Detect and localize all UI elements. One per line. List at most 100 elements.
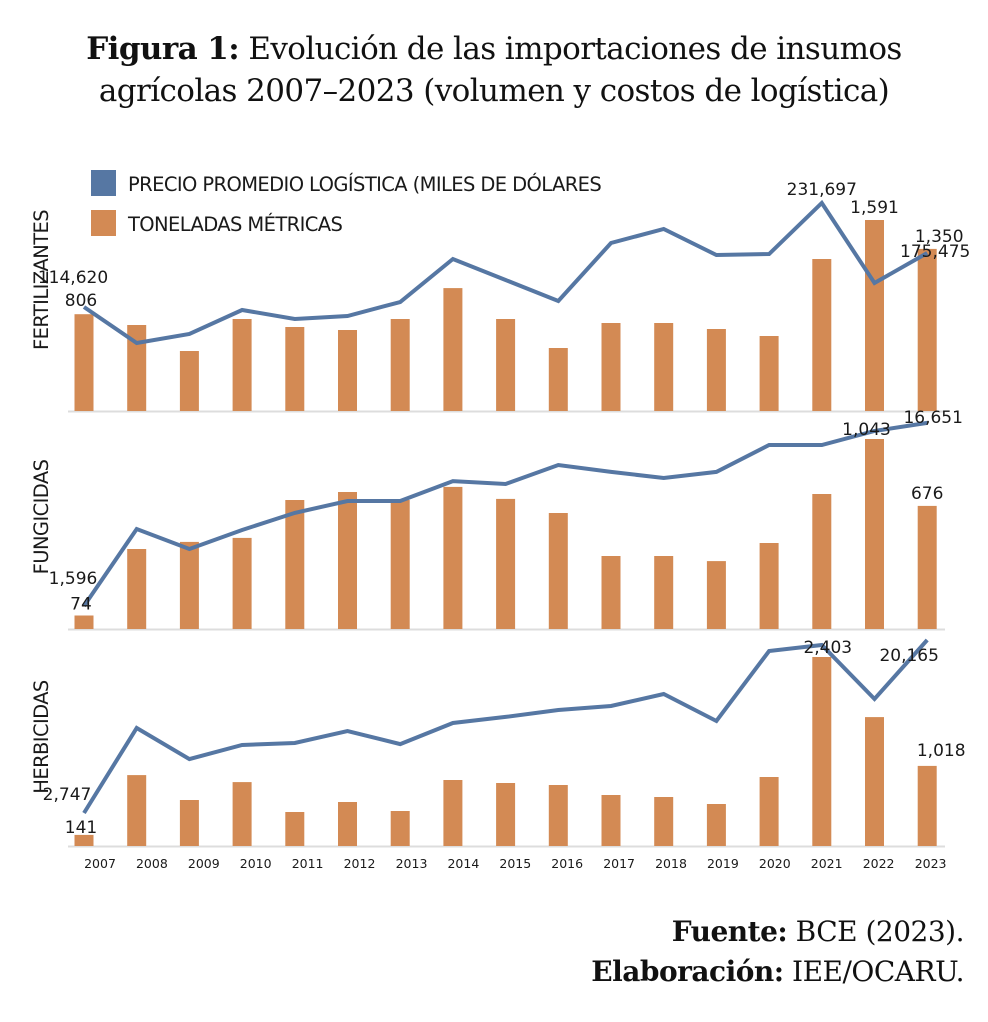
bar-label-2007: 74	[70, 595, 92, 615]
x-tick-2007: 2007	[84, 856, 116, 871]
bar-2015	[496, 783, 516, 846]
line-label-2007: 1,596	[49, 569, 98, 589]
bar-2016	[548, 513, 568, 629]
panel-fungicidas: FUNGICIDAS 74 1,043 676 1,596 16,651	[30, 408, 963, 631]
title-line-1: Figura 1: Evolución de las importaciones…	[0, 28, 988, 70]
bar-2010	[232, 319, 252, 411]
bar-2009	[179, 351, 199, 411]
bar-2014	[443, 780, 463, 846]
source-label: Fuente:	[671, 915, 788, 948]
x-tick-2018: 2018	[655, 856, 687, 871]
bar-2012	[338, 492, 357, 629]
panel-title: HERBICIDAS	[30, 680, 53, 794]
x-tick-2012: 2012	[344, 856, 376, 871]
x-tick-2010: 2010	[240, 856, 272, 871]
elaboration-line: Elaboración: IEE/OCARU.	[591, 952, 964, 992]
bar-2021	[812, 657, 832, 846]
bar-2019	[706, 329, 726, 411]
line-label-2023: 175,475	[900, 242, 970, 262]
bar-2020	[759, 543, 779, 629]
bar-2023	[917, 765, 937, 846]
panels: FERTILIZANTES 806 1,591 1,350 114,620 231,697…	[30, 180, 970, 848]
legend-swatch-bar	[91, 210, 116, 236]
elaboration-value: IEE/OCARU.	[783, 955, 965, 988]
bar-2018	[654, 797, 674, 846]
legend-label-line: PRECIO PROMEDIO LOGÍSTICA (MILES DE DÓLA…	[128, 172, 601, 196]
bar-2018	[654, 556, 674, 629]
bar-2018	[654, 323, 674, 411]
bar-2009	[179, 800, 199, 846]
bar-label-2022: 1,591	[850, 198, 899, 218]
panel-herbicidas: HERBICIDAS 141 2,403 1,018 2,747 20,165	[30, 638, 966, 848]
line-label-2007: 114,620	[38, 268, 108, 288]
source-line: Fuente: BCE (2023).	[591, 912, 965, 952]
bar-2007	[74, 314, 94, 411]
x-tick-2015: 2015	[499, 856, 531, 871]
x-tick-2020: 2020	[759, 856, 791, 871]
x-tick-2021: 2021	[811, 856, 843, 871]
bar-2007	[74, 615, 94, 629]
x-tick-2008: 2008	[136, 856, 168, 871]
title-prefix: Figura 1:	[86, 31, 240, 67]
bar-2011	[285, 812, 305, 846]
elaboration-label: Elaboración:	[591, 955, 784, 988]
source-value: BCE (2023).	[787, 915, 965, 948]
legend-label-bar: TONELADAS MÉTRICAS	[127, 213, 343, 236]
bar-label-2023: 1,350	[915, 227, 964, 247]
title-text-1: Evolución de las importaciones de insumo…	[239, 31, 902, 67]
x-axis-labels: 2007 2008 2009 2010 2011 2012 2013 2014 2015 2016…	[84, 856, 946, 871]
x-tick-2019: 2019	[707, 856, 739, 871]
title-line-2: agrícolas 2007–2023 (volumen y costos de…	[98, 73, 890, 109]
panel-fertilizantes: FERTILIZANTES 806 1,591 1,350 114,620 231,697…	[30, 180, 970, 413]
source-note: Fuente: BCE (2023). Elaboración: IEE/OCA…	[591, 912, 964, 992]
bar-2015	[496, 319, 516, 411]
x-tick-2016: 2016	[551, 856, 583, 871]
bar-label-2022: 1,043	[842, 420, 891, 440]
bar-2011	[285, 327, 305, 411]
line-label-2023: 20,165	[879, 646, 938, 666]
bar-2017	[601, 323, 621, 411]
bar-2013	[390, 500, 410, 629]
line-label-2007: 2,747	[43, 785, 92, 805]
legend: PRECIO PROMEDIO LOGÍSTICA (MILES DE DÓLA…	[91, 170, 602, 236]
x-tick-2011: 2011	[292, 856, 324, 871]
x-tick-2013: 2013	[396, 856, 428, 871]
legend-swatch-line	[91, 170, 116, 196]
panel-title: FERTILIZANTES	[30, 210, 53, 350]
x-tick-2014: 2014	[447, 856, 479, 871]
bar-2019	[706, 804, 726, 846]
bar-label-2023: 1,018	[917, 741, 966, 761]
bar-2017	[601, 795, 621, 846]
bar-2022	[865, 717, 884, 846]
bar-2008	[127, 549, 147, 629]
x-tick-2023: 2023	[915, 856, 947, 871]
bar-2010	[232, 537, 252, 629]
bar-2013	[390, 811, 410, 846]
bar-label-2007: 141	[65, 818, 97, 838]
bar-2007	[74, 834, 94, 846]
line-label-2021: 231,697	[787, 180, 857, 200]
bar-2023	[917, 248, 937, 411]
bar-2016	[548, 348, 568, 411]
bar-2014	[443, 486, 463, 629]
bar-2011	[285, 500, 305, 629]
panel-title: FUNGICIDAS	[30, 459, 53, 574]
bar-2008	[127, 325, 147, 411]
bar-2022	[865, 439, 884, 629]
bar-2023	[917, 505, 937, 629]
bar-label-2021: 2,403	[803, 638, 852, 658]
bar-2014	[443, 288, 463, 411]
bar-2020	[759, 777, 779, 846]
bar-2012	[338, 330, 357, 411]
bar-2008	[127, 775, 147, 846]
bar-2016	[548, 785, 568, 846]
bar-2012	[338, 802, 357, 846]
bar-2015	[496, 498, 516, 629]
bar-label-2007: 806	[65, 291, 97, 311]
figure-title: Figura 1: Evolución de las importaciones…	[0, 28, 988, 112]
bar-2009	[179, 541, 199, 629]
bar-2019	[706, 561, 726, 629]
bar-2022	[865, 220, 884, 411]
line-label-2023: 16,651	[903, 408, 962, 428]
bar-2021	[812, 494, 832, 629]
